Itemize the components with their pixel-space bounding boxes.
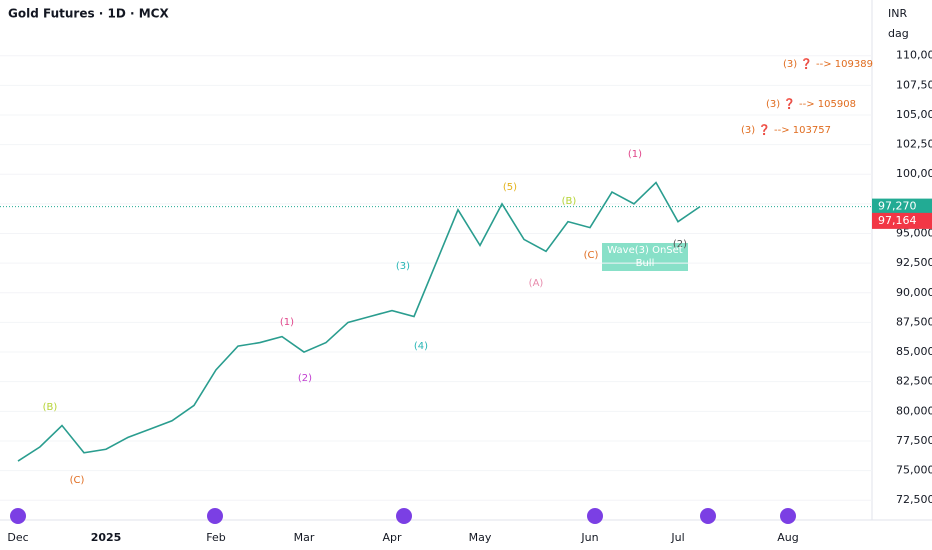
chart-title: Gold Futures · 1D · MCX [8, 7, 169, 21]
currency: INR [888, 7, 907, 20]
x-tick-label: Jun [580, 531, 598, 544]
x-tick-label: 2025 [91, 531, 122, 544]
annotation: (3) ❓ --> 109389 [783, 57, 873, 70]
annotation: (4) [414, 341, 428, 352]
y-tick-label: 92,500 [896, 256, 932, 269]
y-tick-label: 102,500 [896, 138, 932, 151]
event-icon[interactable] [396, 508, 412, 524]
y-tick-label: 77,500 [896, 434, 932, 447]
x-tick-label: Apr [382, 531, 402, 544]
annotation: (C) [584, 250, 599, 261]
annotation: (3) ❓ --> 105908 [766, 97, 856, 110]
annotation: (2) [298, 373, 312, 384]
annotation: (3) [396, 261, 410, 272]
annotation: (B) [562, 196, 577, 207]
x-tick-label: Dec [7, 531, 28, 544]
second-price-label: 97,164 [878, 214, 917, 227]
last-price-label: 97,270 [878, 200, 917, 213]
y-tick-label: 107,500 [896, 78, 932, 91]
y-tick-label: 87,500 [896, 315, 932, 328]
annotation: (5) [503, 182, 517, 193]
annotation: (3) ❓ --> 103757 [741, 123, 831, 136]
second-price-box [872, 212, 932, 229]
annotation: Wave(3) OnSet [607, 245, 682, 256]
x-tick-label: Feb [206, 531, 225, 544]
x-tick-label: Aug [777, 531, 798, 544]
annotation: (C) [70, 475, 85, 486]
event-icon[interactable] [207, 508, 223, 524]
unit-label: dag [888, 27, 909, 40]
annotation: (B) [43, 402, 58, 413]
y-tick-label: 85,000 [896, 345, 932, 358]
event-icon[interactable] [700, 508, 716, 524]
y-tick-label: 72,500 [896, 493, 932, 506]
annotation: Bull [636, 258, 655, 269]
y-tick-label: 100,000 [896, 167, 932, 180]
annotation: (A) [529, 278, 544, 289]
y-tick-label: 90,000 [896, 286, 932, 299]
y-tick-label: 110,000 [896, 49, 932, 62]
event-icon[interactable] [10, 508, 26, 524]
event-icon[interactable] [587, 508, 603, 524]
annotation: (2) [673, 239, 687, 250]
y-tick-label: 82,500 [896, 375, 932, 388]
event-icons [10, 508, 796, 524]
price-line [17, 181, 701, 462]
y-tick-label: 105,000 [896, 108, 932, 121]
annotation: (1) [280, 317, 294, 328]
x-tick-label: May [469, 531, 492, 544]
y-tick-label: 95,000 [896, 227, 932, 240]
x-tick-label: Mar [294, 531, 315, 544]
event-icon[interactable] [780, 508, 796, 524]
annotation: (1) [628, 149, 642, 160]
y-tick-label: 75,000 [896, 464, 932, 477]
signal-box [602, 243, 688, 271]
y-tick-label: 80,000 [896, 404, 932, 417]
x-tick-label: Jul [670, 531, 684, 544]
